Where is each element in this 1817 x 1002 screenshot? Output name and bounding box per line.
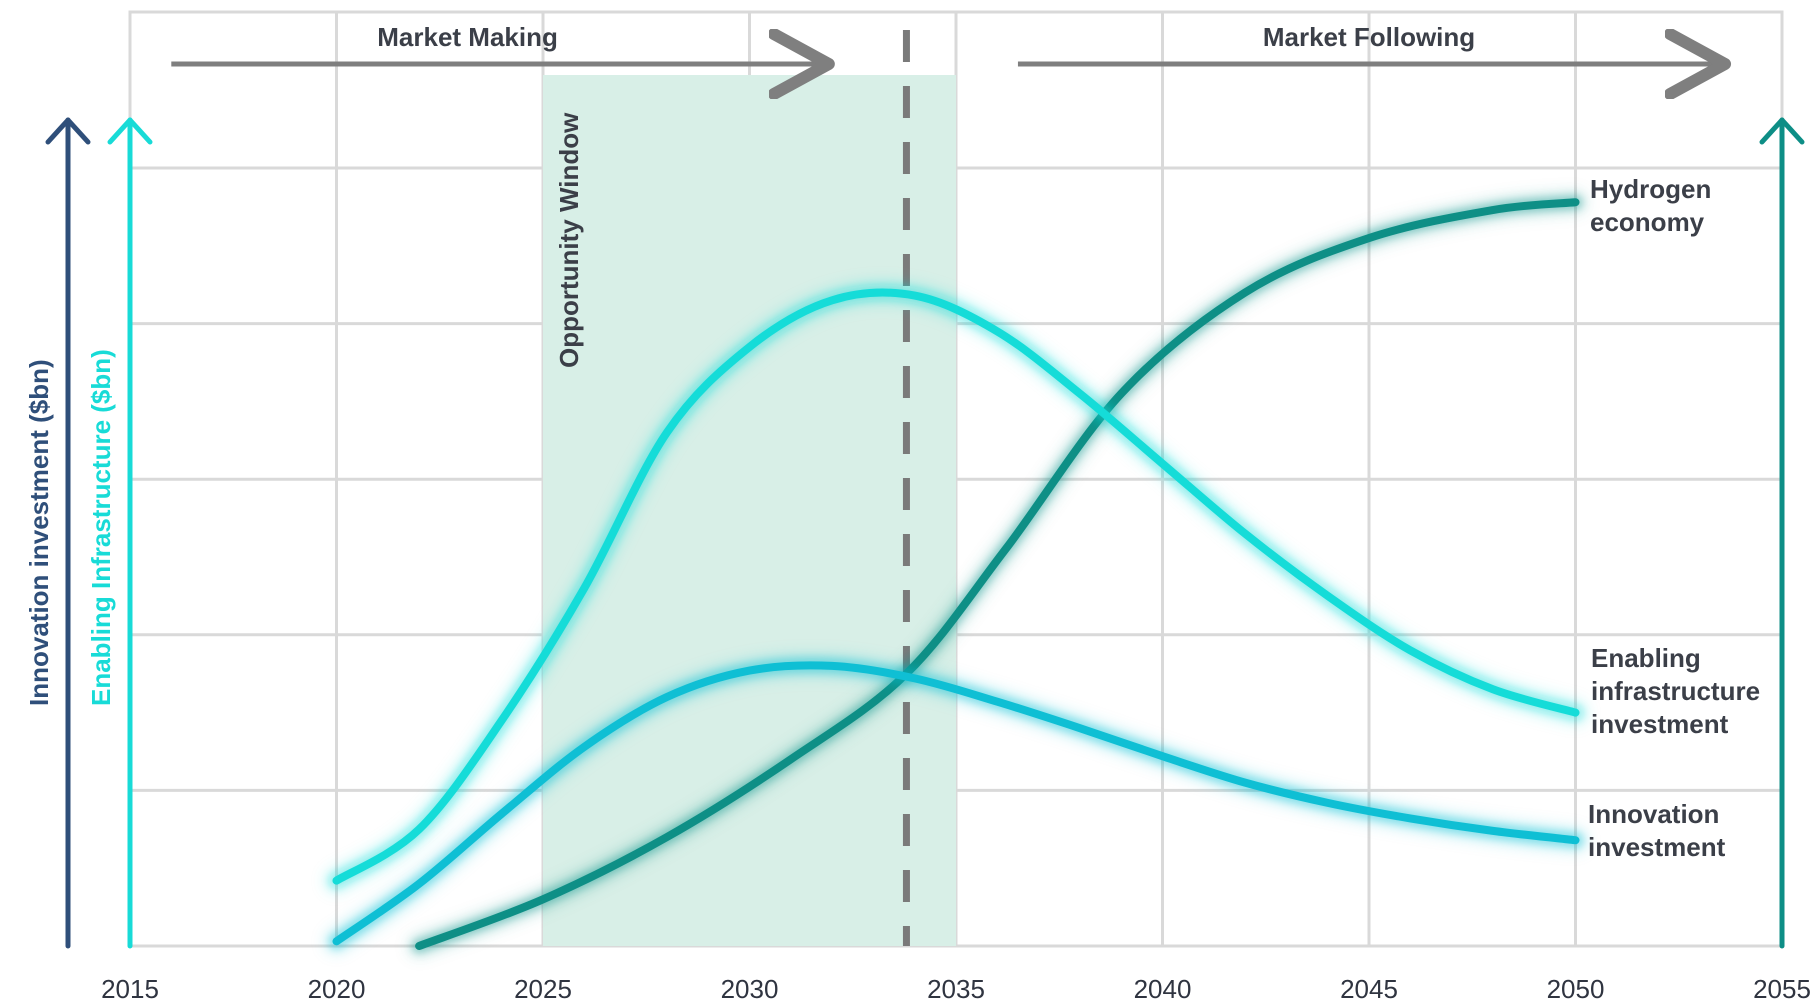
x-tick-label-2030: 2030 [721, 974, 779, 1002]
opportunity-window-band [543, 75, 956, 946]
innovation-investment-label: Innovation investment [1588, 799, 1726, 862]
enabling-infrastructure-investment-line [332, 288, 1580, 885]
left-inner-axis-title: Enabling Infrastructure ($bn) [86, 349, 116, 706]
right-y-axis-arrowhead [1759, 117, 1805, 145]
market-making-label: Market Making [377, 22, 558, 52]
x-tick-label-2035: 2035 [927, 974, 985, 1002]
axis-layer: Innovation investment ($bn) Enabling Infr… [24, 117, 1811, 1002]
x-tick-label-2045: 2045 [1340, 974, 1398, 1002]
innovation-investment-line [332, 661, 1580, 946]
x-tick-label-2025: 2025 [514, 974, 572, 1002]
x-tick-label-2020: 2020 [308, 974, 366, 1002]
market-following-label: Market Following [1263, 22, 1475, 52]
left-outer-axis-title: Innovation investment ($bn) [24, 359, 54, 706]
left-outer-y-axis-arrowhead [45, 117, 91, 145]
left-inner-y-axis-arrowhead [107, 117, 153, 145]
x-tick-label-2040: 2040 [1134, 974, 1192, 1002]
x-tick-label-2055: 2055 [1753, 974, 1811, 1002]
enabling-infrastructure-investment-label: Enabling infrastructure investment [1591, 643, 1760, 739]
series-layer [324, 191, 1588, 957]
label-layer: Hydrogen economy Enabling infrastructure inv… [1588, 174, 1760, 862]
hydrogen-economy-label: Hydrogen economy [1590, 174, 1711, 237]
x-tick-label-2015: 2015 [101, 974, 159, 1002]
opportunity-window-layer: Opportunity Window [543, 75, 956, 946]
annotation-layer: Market Making Market Following [171, 22, 1720, 946]
hydrogen-economy-line [415, 198, 1580, 950]
opportunity-window-label: Opportunity Window [554, 112, 584, 368]
x-tick-label-2050: 2050 [1547, 974, 1605, 1002]
